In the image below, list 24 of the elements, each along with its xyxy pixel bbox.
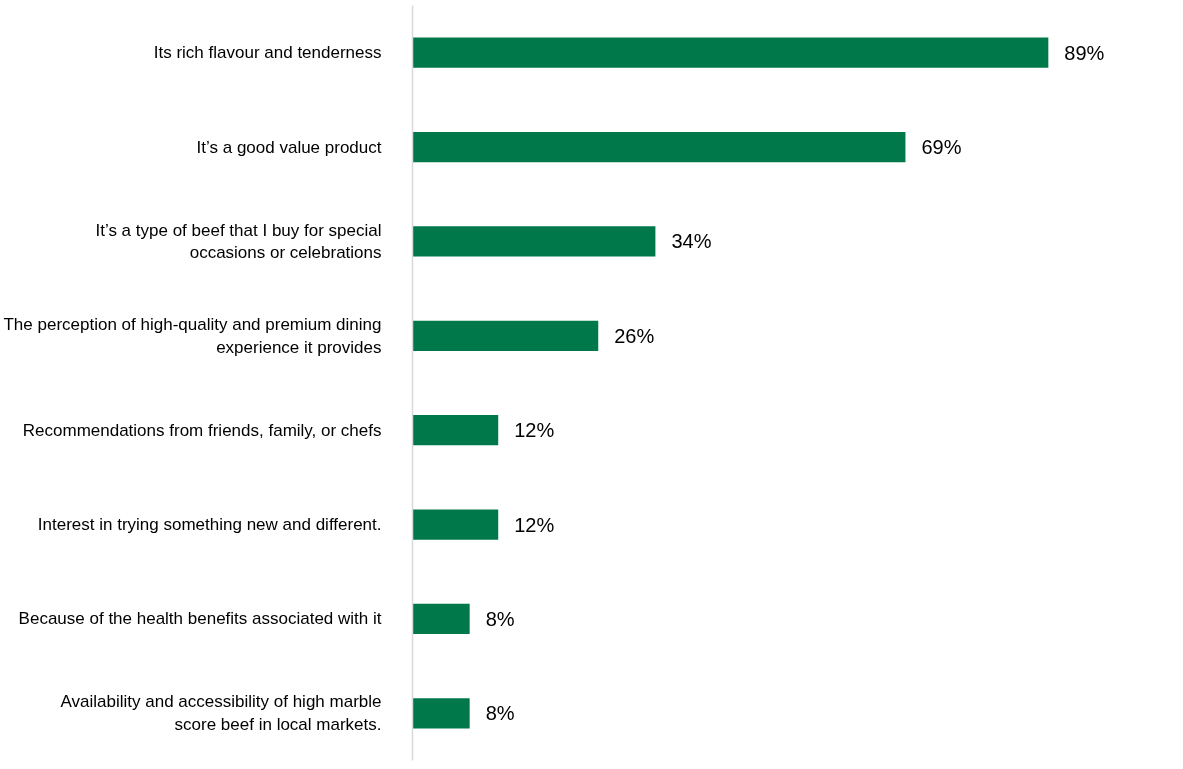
bar <box>412 320 599 351</box>
y-tick-label: The perception of high-quality and premium dining experience it provides <box>3 314 382 357</box>
data-label: 34% <box>671 230 712 253</box>
data-label: 12% <box>514 419 555 442</box>
y-tick-label: Interest in trying something new and different. <box>37 515 382 535</box>
y-tick-label: It’s a good value product <box>196 137 382 157</box>
bar <box>412 698 470 729</box>
data-label: 8% <box>485 607 515 630</box>
y-tick-label: Because of the health benefits associated with it <box>18 609 382 629</box>
bar <box>412 131 906 163</box>
bar <box>412 226 656 257</box>
data-label: 26% <box>614 324 655 347</box>
y-tick-label: Its rich flavour and tenderness <box>153 43 382 63</box>
data-label: 89% <box>1064 41 1105 64</box>
y-tick-label: Recommendations from friends, family, or chefs <box>22 420 382 440</box>
bar <box>412 415 499 446</box>
data-label: 12% <box>514 513 555 536</box>
bar <box>412 603 470 635</box>
y-tick-label: It’s a type of beef that I buy for special occasions or celebrations <box>95 220 382 263</box>
data-label: 69% <box>921 136 962 159</box>
data-label: 8% <box>485 702 515 725</box>
bar <box>412 509 499 540</box>
bar <box>412 37 1049 68</box>
y-tick-label: Availability and accessibility of high marble score beef in local markets. <box>60 692 382 735</box>
